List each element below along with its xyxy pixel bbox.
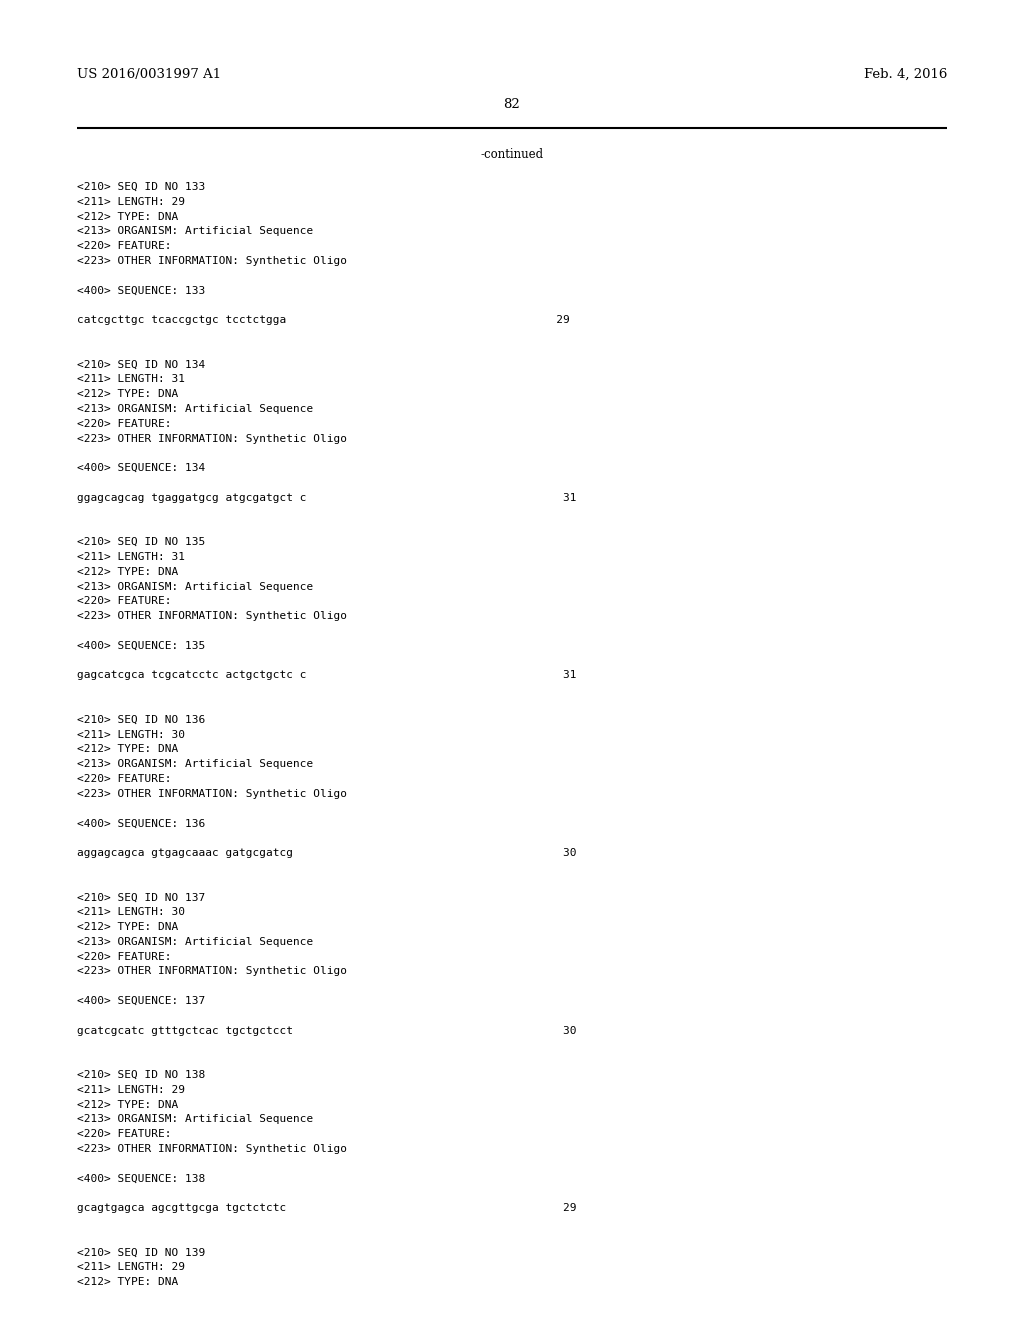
Text: gcatcgcatc gtttgctcac tgctgctcct                                        30: gcatcgcatc gtttgctcac tgctgctcct 30 (77, 1026, 577, 1036)
Text: <220> FEATURE:: <220> FEATURE: (77, 597, 171, 606)
Text: -continued: -continued (480, 148, 544, 161)
Text: US 2016/0031997 A1: US 2016/0031997 A1 (77, 69, 221, 81)
Text: <210> SEQ ID NO 135: <210> SEQ ID NO 135 (77, 537, 205, 548)
Text: <400> SEQUENCE: 133: <400> SEQUENCE: 133 (77, 285, 205, 296)
Text: <400> SEQUENCE: 138: <400> SEQUENCE: 138 (77, 1173, 205, 1184)
Text: <212> TYPE: DNA: <212> TYPE: DNA (77, 1278, 178, 1287)
Text: <213> ORGANISM: Artificial Sequence: <213> ORGANISM: Artificial Sequence (77, 1114, 313, 1125)
Text: <223> OTHER INFORMATION: Synthetic Oligo: <223> OTHER INFORMATION: Synthetic Oligo (77, 966, 347, 977)
Text: <211> LENGTH: 30: <211> LENGTH: 30 (77, 907, 184, 917)
Text: <212> TYPE: DNA: <212> TYPE: DNA (77, 921, 178, 932)
Text: <210> SEQ ID NO 134: <210> SEQ ID NO 134 (77, 359, 205, 370)
Text: <223> OTHER INFORMATION: Synthetic Oligo: <223> OTHER INFORMATION: Synthetic Oligo (77, 433, 347, 444)
Text: <223> OTHER INFORMATION: Synthetic Oligo: <223> OTHER INFORMATION: Synthetic Oligo (77, 256, 347, 267)
Text: <212> TYPE: DNA: <212> TYPE: DNA (77, 389, 178, 399)
Text: <213> ORGANISM: Artificial Sequence: <213> ORGANISM: Artificial Sequence (77, 404, 313, 414)
Text: catcgcttgc tcaccgctgc tcctctgga                                        29: catcgcttgc tcaccgctgc tcctctgga 29 (77, 315, 569, 325)
Text: aggagcagca gtgagcaaac gatgcgatcg                                        30: aggagcagca gtgagcaaac gatgcgatcg 30 (77, 847, 577, 858)
Text: <210> SEQ ID NO 139: <210> SEQ ID NO 139 (77, 1247, 205, 1258)
Text: <210> SEQ ID NO 136: <210> SEQ ID NO 136 (77, 715, 205, 725)
Text: <213> ORGANISM: Artificial Sequence: <213> ORGANISM: Artificial Sequence (77, 937, 313, 946)
Text: Feb. 4, 2016: Feb. 4, 2016 (864, 69, 947, 81)
Text: <400> SEQUENCE: 134: <400> SEQUENCE: 134 (77, 463, 205, 473)
Text: gcagtgagca agcgttgcga tgctctctc                                         29: gcagtgagca agcgttgcga tgctctctc 29 (77, 1204, 577, 1213)
Text: ggagcagcag tgaggatgcg atgcgatgct c                                      31: ggagcagcag tgaggatgcg atgcgatgct c 31 (77, 492, 577, 503)
Text: <223> OTHER INFORMATION: Synthetic Oligo: <223> OTHER INFORMATION: Synthetic Oligo (77, 789, 347, 799)
Text: <212> TYPE: DNA: <212> TYPE: DNA (77, 566, 178, 577)
Text: <220> FEATURE:: <220> FEATURE: (77, 774, 171, 784)
Text: <210> SEQ ID NO 137: <210> SEQ ID NO 137 (77, 892, 205, 903)
Text: <211> LENGTH: 30: <211> LENGTH: 30 (77, 730, 184, 739)
Text: <220> FEATURE:: <220> FEATURE: (77, 418, 171, 429)
Text: <213> ORGANISM: Artificial Sequence: <213> ORGANISM: Artificial Sequence (77, 227, 313, 236)
Text: <223> OTHER INFORMATION: Synthetic Oligo: <223> OTHER INFORMATION: Synthetic Oligo (77, 1144, 347, 1154)
Text: <210> SEQ ID NO 138: <210> SEQ ID NO 138 (77, 1071, 205, 1080)
Text: <211> LENGTH: 29: <211> LENGTH: 29 (77, 1085, 184, 1094)
Text: <211> LENGTH: 31: <211> LENGTH: 31 (77, 375, 184, 384)
Text: <212> TYPE: DNA: <212> TYPE: DNA (77, 744, 178, 755)
Text: <220> FEATURE:: <220> FEATURE: (77, 1129, 171, 1139)
Text: <400> SEQUENCE: 137: <400> SEQUENCE: 137 (77, 997, 205, 1006)
Text: <223> OTHER INFORMATION: Synthetic Oligo: <223> OTHER INFORMATION: Synthetic Oligo (77, 611, 347, 622)
Text: <211> LENGTH: 29: <211> LENGTH: 29 (77, 1262, 184, 1272)
Text: <400> SEQUENCE: 136: <400> SEQUENCE: 136 (77, 818, 205, 829)
Text: 82: 82 (504, 98, 520, 111)
Text: <220> FEATURE:: <220> FEATURE: (77, 242, 171, 251)
Text: <213> ORGANISM: Artificial Sequence: <213> ORGANISM: Artificial Sequence (77, 582, 313, 591)
Text: <211> LENGTH: 29: <211> LENGTH: 29 (77, 197, 184, 207)
Text: <210> SEQ ID NO 133: <210> SEQ ID NO 133 (77, 182, 205, 191)
Text: <212> TYPE: DNA: <212> TYPE: DNA (77, 211, 178, 222)
Text: <213> ORGANISM: Artificial Sequence: <213> ORGANISM: Artificial Sequence (77, 759, 313, 770)
Text: <220> FEATURE:: <220> FEATURE: (77, 952, 171, 961)
Text: gagcatcgca tcgcatcctc actgctgctc c                                      31: gagcatcgca tcgcatcctc actgctgctc c 31 (77, 671, 577, 680)
Text: <212> TYPE: DNA: <212> TYPE: DNA (77, 1100, 178, 1110)
Text: <400> SEQUENCE: 135: <400> SEQUENCE: 135 (77, 640, 205, 651)
Text: <211> LENGTH: 31: <211> LENGTH: 31 (77, 552, 184, 562)
